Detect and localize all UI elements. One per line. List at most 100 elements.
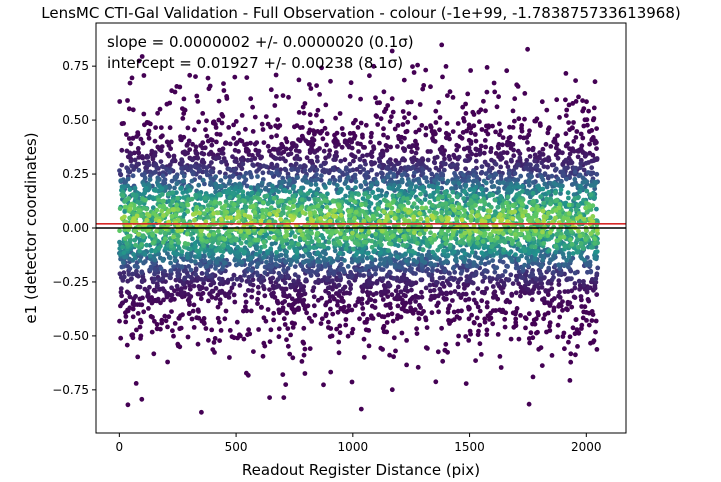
scatter-point [504, 150, 510, 156]
scatter-point [276, 189, 281, 195]
scatter-point [159, 148, 164, 154]
scatter-point [523, 325, 528, 331]
scatter-point [326, 290, 332, 296]
scatter-point [456, 284, 461, 290]
scatter-point [492, 269, 498, 275]
scatter-point [562, 165, 568, 171]
scatter-point [281, 290, 287, 296]
scatter-point [181, 257, 187, 262]
scatter-point [140, 140, 146, 146]
scatter-point [260, 275, 266, 280]
scatter-point [309, 255, 315, 261]
scatter-point [390, 186, 396, 191]
scatter-point [565, 190, 571, 196]
scatter-point [130, 192, 136, 197]
scatter-point [218, 184, 224, 189]
scatter-point [232, 257, 238, 263]
scatter-point [178, 325, 184, 331]
scatter-point [140, 155, 146, 161]
scatter-point [117, 168, 122, 174]
scatter-point [404, 167, 409, 173]
scatter-point [517, 151, 523, 157]
scatter-point [195, 291, 201, 297]
scatter-point [526, 401, 532, 407]
scatter-point [429, 275, 435, 281]
scatter-point [121, 270, 127, 276]
scatter-point [315, 158, 320, 164]
scatter-point [279, 274, 284, 279]
scatter-point [581, 123, 587, 129]
scatter-point [545, 164, 550, 170]
scatter-point [541, 164, 547, 170]
scatter-point [436, 100, 441, 105]
scatter-point [562, 244, 568, 249]
scatter-point [282, 280, 288, 286]
scatter-point [382, 288, 387, 294]
scatter-point [576, 173, 582, 179]
scatter-point [364, 255, 370, 261]
scatter-point [302, 247, 308, 253]
scatter-point [419, 289, 424, 295]
scatter-point [229, 276, 235, 282]
scatter-point [580, 175, 586, 181]
scatter-point [463, 166, 468, 172]
scatter-point [324, 131, 330, 137]
scatter-point [349, 152, 354, 158]
scatter-point [389, 387, 395, 393]
scatter-point [364, 170, 369, 176]
scatter-point [296, 307, 301, 312]
scatter-point [384, 143, 390, 149]
scatter-point [339, 126, 345, 131]
scatter-point [579, 304, 585, 309]
scatter-point [121, 274, 127, 280]
scatter-point [588, 244, 594, 250]
scatter-point [189, 275, 195, 281]
scatter-point [203, 326, 209, 331]
scatter-point [334, 326, 339, 332]
scatter-point [577, 279, 582, 284]
scatter-point [506, 171, 512, 176]
scatter-point [395, 284, 401, 290]
scatter-point [346, 144, 352, 150]
scatter-point [210, 255, 216, 261]
scatter-point [410, 280, 415, 286]
scatter-point [233, 119, 239, 124]
scatter-point [260, 170, 266, 176]
scatter-point [268, 327, 274, 333]
scatter-point [551, 253, 556, 259]
scatter-point [325, 277, 331, 282]
scatter-point [241, 336, 247, 342]
scatter-point [447, 276, 453, 282]
scatter-point [312, 312, 318, 318]
scatter-point [423, 125, 429, 131]
scatter-point [306, 130, 312, 136]
scatter-point [206, 86, 212, 92]
scatter-point [400, 122, 406, 127]
scatter-point [192, 259, 198, 264]
scatter-point [219, 159, 224, 165]
scatter-point [479, 127, 485, 132]
scatter-point [324, 142, 329, 148]
scatter-point [117, 318, 122, 324]
scatter-point [244, 183, 250, 189]
scatter-point [181, 173, 187, 179]
scatter-point [416, 310, 421, 316]
scatter-point [206, 251, 212, 257]
scatter-point [473, 152, 479, 158]
scatter-point [134, 327, 139, 333]
scatter-point [322, 161, 327, 167]
scatter-point [572, 270, 578, 276]
scatter-point [428, 261, 434, 266]
scatter-point [434, 154, 440, 160]
scatter-point [130, 107, 136, 113]
scatter-point [479, 298, 485, 304]
scatter-point [131, 167, 137, 172]
scatter-point [564, 257, 570, 263]
scatter-point [522, 116, 527, 122]
scatter-point [319, 295, 324, 301]
scatter-point [490, 258, 495, 263]
scatter-point [271, 317, 276, 323]
scatter-point [247, 170, 253, 175]
scatter-point [389, 311, 395, 317]
scatter-point [417, 102, 423, 107]
